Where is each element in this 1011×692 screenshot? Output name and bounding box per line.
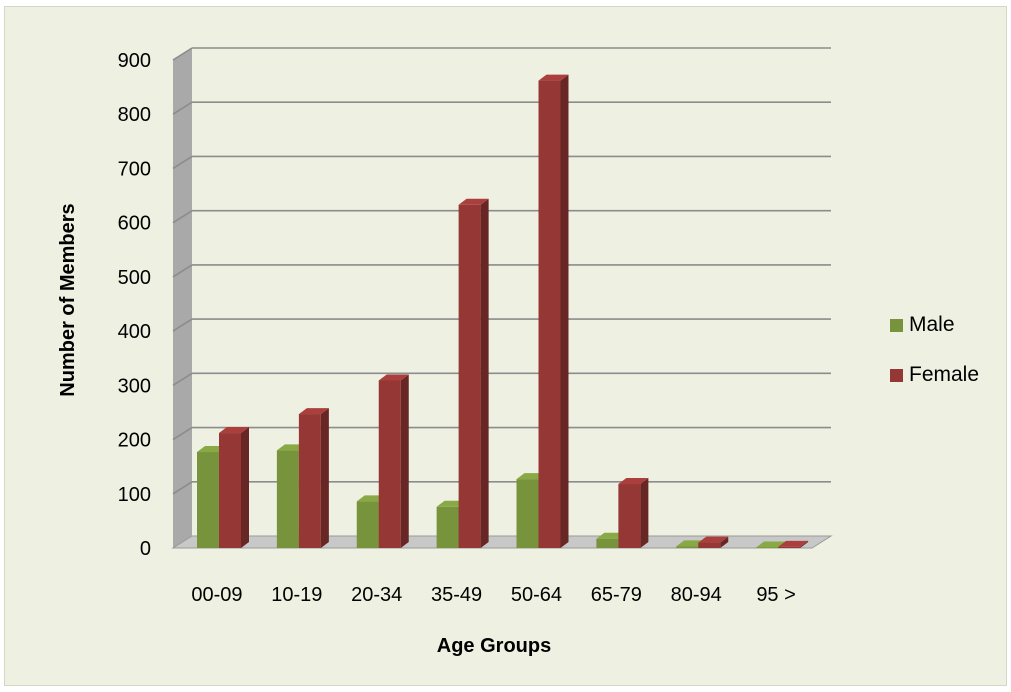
y-axis-ticks: 0 100 200 300 400 500 600 700 800 900 [118,50,151,560]
x-axis-title: Age Groups [437,635,551,657]
legend-item-female: Female [890,363,979,386]
bar-female-65-79 [618,478,649,548]
gridline-side [172,47,193,61]
bars [197,74,809,549]
x-tick-label: 20-34 [351,584,402,606]
x-tick-label: 95 > [756,584,795,606]
x-tick-label: 00-09 [191,584,242,606]
y-tick-label: 400 [118,321,151,343]
side-wall [173,48,192,548]
gridline-side [172,318,193,332]
bar-female-35-49 [458,198,489,549]
y-tick-label: 700 [118,158,151,180]
gridline-side [172,155,193,170]
y-tick-label: 500 [118,267,151,289]
bar-female-20-34 [378,374,409,548]
gridline-side [172,372,193,387]
y-tick-label: 100 [118,484,151,506]
bar-female-80-94 [698,536,729,548]
legend: Male Female [890,313,979,386]
gridline-side [172,209,193,224]
y-tick-label: 900 [118,50,151,72]
bar-female-10-19 [298,408,329,548]
bar-female-95 > [778,540,809,548]
legend-label: Female [909,363,979,386]
x-tick-label: 50-64 [511,584,562,606]
gridlines [172,47,831,495]
gridline-side [172,426,193,441]
floor [171,535,833,549]
y-tick-label: 800 [118,104,151,126]
y-tick-label: 0 [140,538,151,560]
legend-swatch [890,369,903,382]
bar-female-50-64 [538,74,569,549]
chart-frame [4,6,1007,686]
legend-label: Male [909,313,955,336]
x-tick-label: 65-79 [591,584,642,606]
legend-item-male: Male [890,313,955,336]
bar-female-00-09 [219,427,249,548]
y-tick-label: 600 [118,213,151,235]
x-tick-label: 10-19 [271,584,322,606]
y-tick-label: 200 [118,430,151,452]
x-tick-label: 35-49 [431,584,482,606]
legend-swatch [890,319,903,332]
gridline-side [172,264,193,278]
gridline-side [172,481,193,495]
y-axis-title: Number of Members [57,203,79,396]
x-axis-ticks: 00-09 10-19 20-34 35-49 50-64 65-79 80-94 95 > [191,584,795,606]
y-tick-label: 300 [118,375,151,397]
gridline-side [172,101,193,115]
x-tick-label: 80-94 [671,584,722,606]
chart-walls [171,48,833,549]
